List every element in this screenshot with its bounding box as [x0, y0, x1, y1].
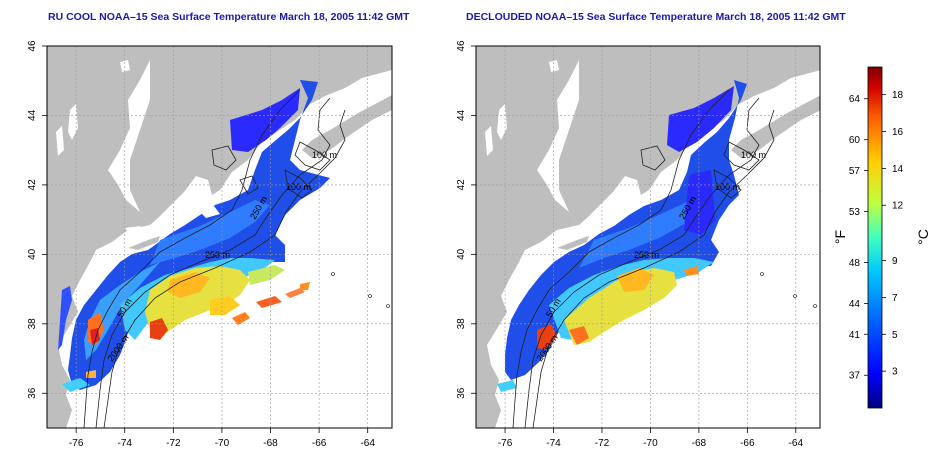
colorbar-c-tick-label: 12 [892, 201, 904, 212]
lat-tick-label: 42 [456, 179, 467, 191]
contour-label: 100 m [286, 182, 311, 192]
colorbar-c-label: °C [915, 229, 931, 245]
lon-tick-label: -72 [166, 438, 181, 449]
lon-tick-label: -74 [546, 438, 561, 449]
axis-ticks-left: -76 -74 -72 -70 -68 -66 -64 36 38 40 42 44 46 [27, 40, 375, 449]
lon-tick-label: -70 [215, 438, 230, 449]
lon-tick-label: -70 [643, 438, 658, 449]
colorbar-c-tick-label: 7 [892, 293, 898, 304]
colorbar-f-tick-label: 37 [849, 371, 861, 382]
lon-tick-label: -68 [263, 438, 278, 449]
lat-tick-label: 36 [456, 387, 467, 399]
lat-tick-label: 44 [456, 109, 467, 121]
colorbar-f-label: °F [832, 230, 848, 244]
colorbar-f-tick-label: 41 [849, 330, 861, 341]
bathymetry-contours [83, 89, 346, 428]
colorbar [867, 66, 883, 409]
colorbar-c-tick-label: 18 [892, 90, 904, 101]
colorbar-c-tick-label: 16 [892, 127, 904, 138]
land-us-coast [47, 46, 150, 428]
lon-tick-label: -74 [118, 438, 133, 449]
lat-tick-label: 38 [456, 318, 467, 330]
lon-tick-label: -76 [69, 438, 84, 449]
contour-label: 100 m [741, 150, 766, 160]
lon-tick-label: -68 [692, 438, 707, 449]
colorbar-c-tick-label: 9 [892, 256, 898, 267]
colorbar-f-tick-label: 48 [849, 258, 861, 269]
lon-tick-label: -66 [740, 438, 755, 449]
lat-tick-label: 40 [456, 248, 467, 260]
lat-tick-label: 46 [27, 40, 38, 52]
lat-tick-label: 36 [27, 387, 38, 399]
lon-tick-label: -72 [595, 438, 610, 449]
colorbar-c-tick-label: 3 [892, 367, 898, 378]
colorbar-f-tick-label: 64 [849, 94, 861, 105]
colorbar-c-tick-label: 5 [892, 330, 898, 341]
contour-label: 250 m [634, 250, 659, 260]
lon-tick-label: -64 [789, 438, 804, 449]
axis-ticks-right: -76 -74 -72 -70 -68 -66 -64 36 38 40 42 44 46 [456, 40, 803, 449]
colorbar-f-tick-label: 53 [849, 207, 861, 218]
lon-tick-label: -64 [360, 438, 375, 449]
lat-tick-label: 38 [27, 318, 38, 330]
colorbar-f-tick-label: 60 [849, 135, 861, 146]
colorbar-c-tick-label: 14 [892, 164, 904, 175]
lat-tick-label: 46 [456, 40, 467, 52]
colorbar-f-tick-label: 57 [849, 166, 861, 177]
frame-left [46, 45, 393, 429]
lat-tick-label: 42 [27, 179, 38, 191]
map-panel-left: 100 m 100 m 250 m 250 m 50 m 2000 m [47, 46, 392, 428]
land-nova-scotia [302, 95, 392, 158]
lat-tick-label: 40 [27, 248, 38, 260]
lat-tick-label: 44 [27, 109, 38, 121]
colorbar-f-tick-label: 44 [849, 299, 861, 310]
map-panel-right: 100 m 100 m 250 m 250 m 50 m 2000 m [476, 46, 820, 428]
title-left: RU COOL NOAA–15 Sea Surface Temperature … [48, 11, 410, 23]
contour-label: 100 m [715, 182, 740, 192]
contour-label: 100 m [312, 150, 337, 160]
frame-right [475, 45, 821, 429]
contour-label: 250 m [205, 250, 230, 260]
lon-tick-label: -76 [498, 438, 513, 449]
title-right: DECLOUDED NOAA–15 Sea Surface Temperatur… [466, 11, 846, 23]
lon-tick-label: -66 [312, 438, 327, 449]
